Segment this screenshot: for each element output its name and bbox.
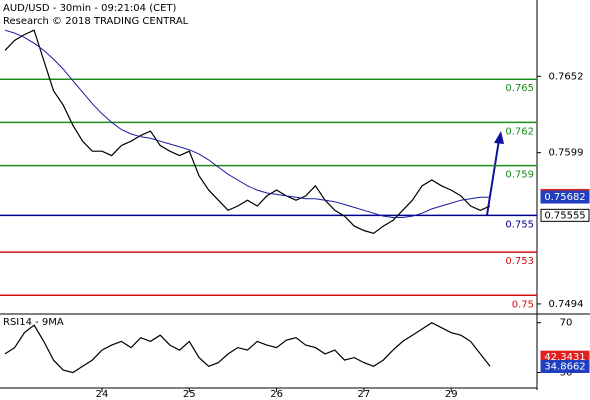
- rsi-title: RSI14 - 9MA: [3, 317, 64, 328]
- value-box: [540, 208, 590, 222]
- y-tick-label: 0.7652: [549, 71, 584, 82]
- chart-subtitle: Research © 2018 TRADING CENTRAL: [3, 16, 189, 27]
- value-box: [540, 190, 590, 204]
- x-tick-label: 27: [358, 389, 371, 400]
- level-label: 0.753: [505, 256, 534, 267]
- level-label: 0.762: [505, 126, 534, 137]
- level-label: 0.755: [505, 219, 534, 230]
- series-line: [4, 29, 491, 234]
- forecast-arrow: [486, 139, 500, 216]
- forecast-arrow-head: [494, 131, 504, 144]
- value-box: [540, 359, 590, 373]
- value-box-label: 34.8662: [544, 361, 585, 372]
- value-box-label: 42.3431: [544, 352, 585, 363]
- series-line: [4, 29, 490, 218]
- y-tick-label: 70: [560, 318, 573, 329]
- level-label: 0.75: [512, 299, 534, 310]
- x-tick-label: 24: [96, 389, 109, 400]
- series-line: [4, 322, 491, 374]
- value-box-label: 0.75555: [544, 210, 585, 221]
- level-label: 0.765: [505, 83, 534, 94]
- x-tick-label: 25: [183, 389, 196, 400]
- chart-title: AUD/USD - 30min - 09:21:04 (CET): [3, 3, 177, 14]
- y-tick-label: 30: [560, 368, 573, 379]
- value-box-label: 0.75682: [544, 192, 585, 203]
- y-tick-label: 0.7599: [549, 148, 584, 159]
- x-tick-label: 29: [445, 389, 458, 400]
- x-tick-label: 26: [270, 389, 283, 400]
- level-label: 0.759: [505, 170, 534, 181]
- y-tick-label: 0.7494: [549, 299, 584, 310]
